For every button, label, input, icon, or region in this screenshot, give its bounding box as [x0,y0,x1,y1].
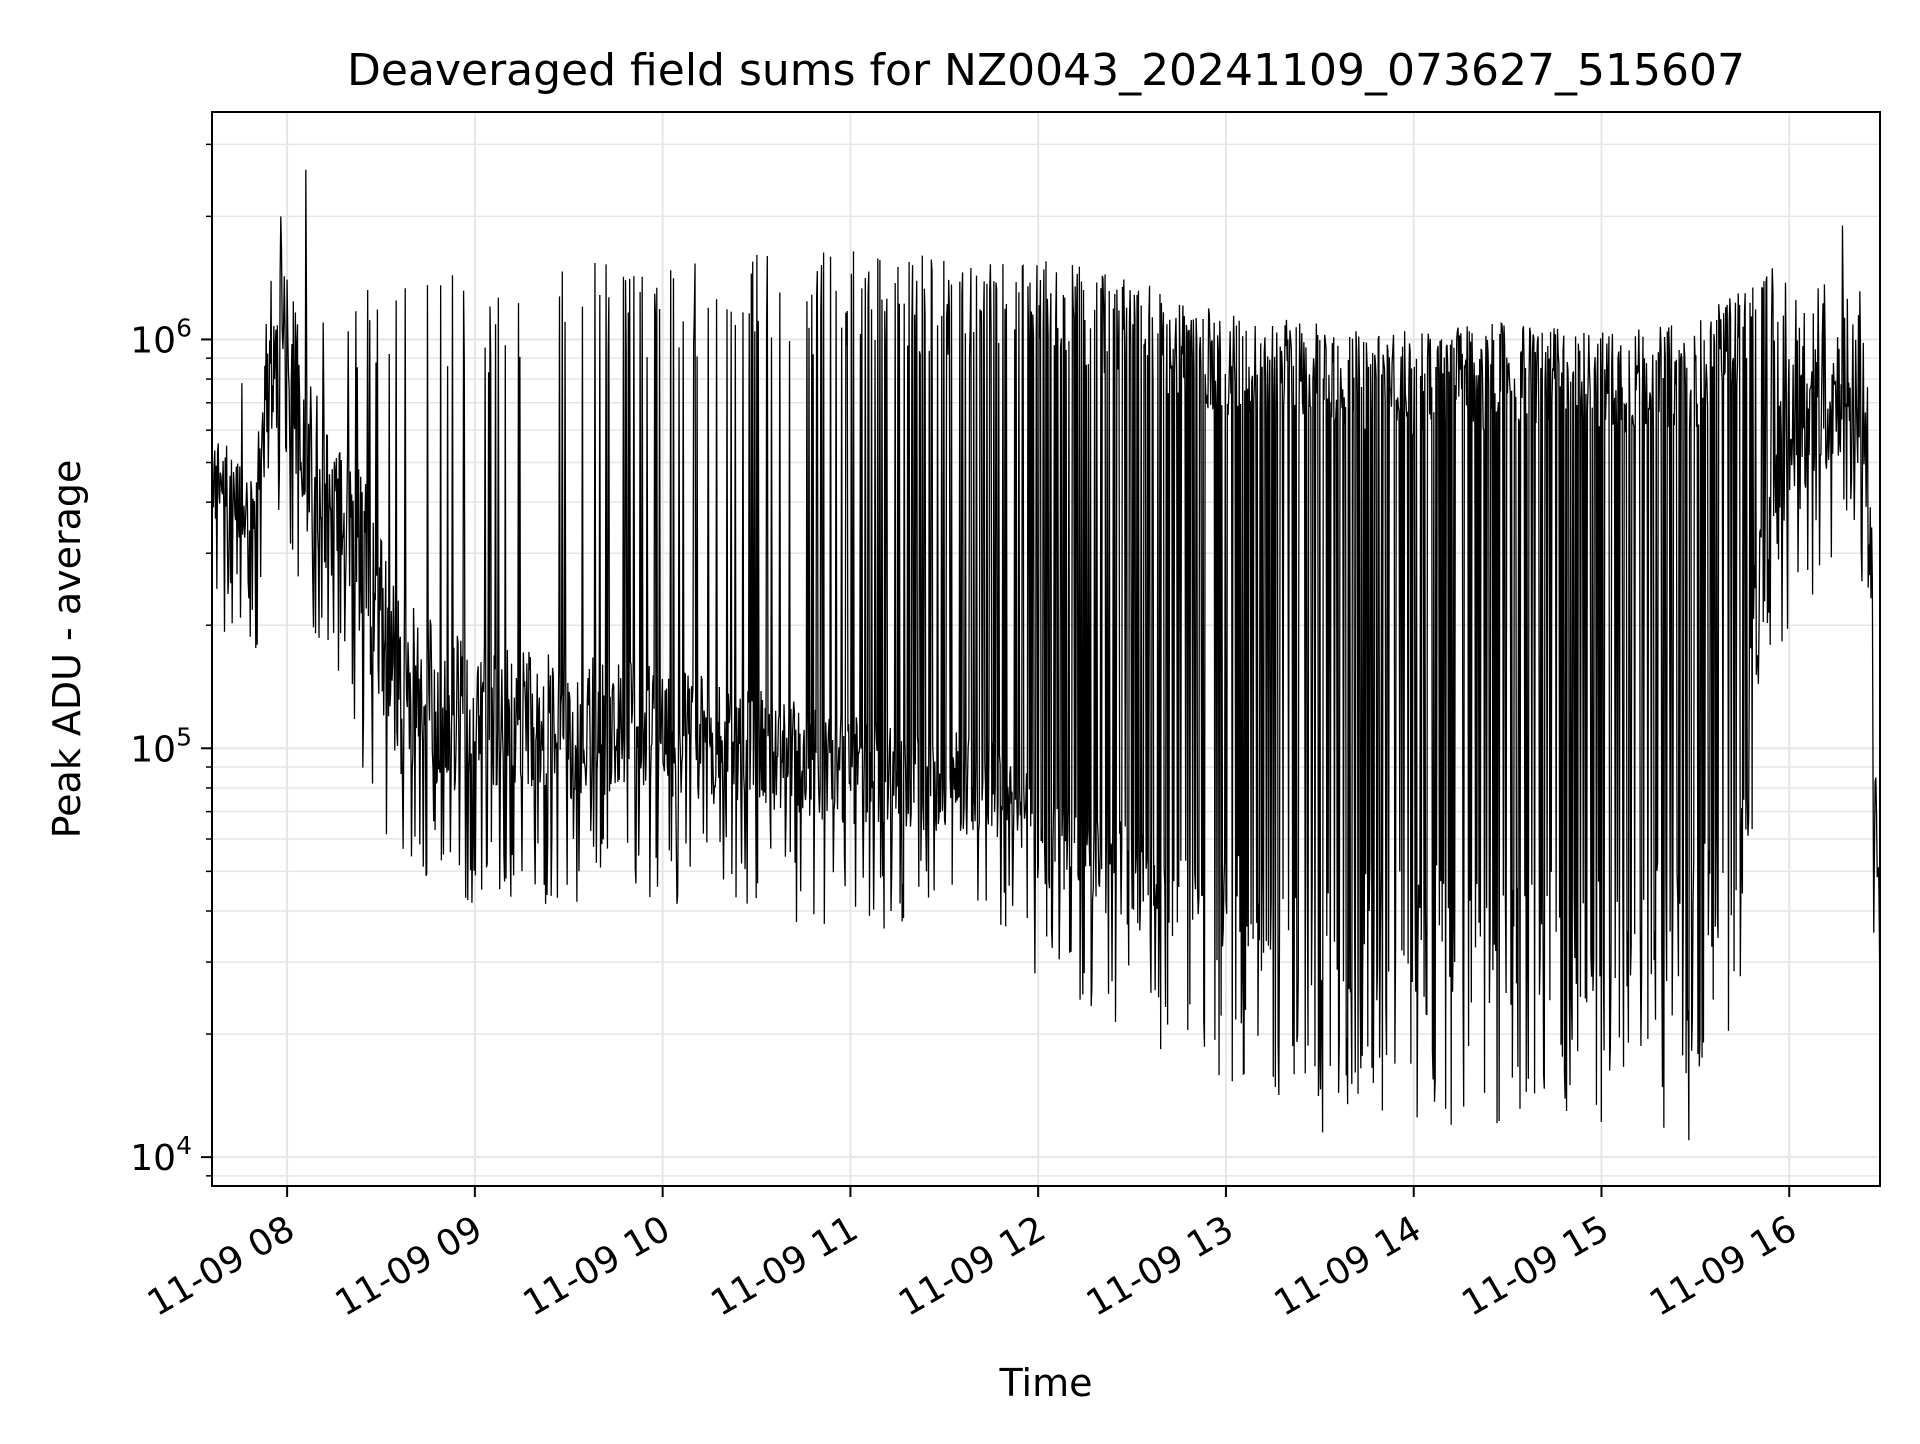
y-tick-label: 104 [130,1131,192,1179]
chart-title: Deaveraged field sums for NZ0043_2024110… [347,45,1745,96]
y-axis-label: Peak ADU - average [45,460,89,839]
data-series [211,169,1881,1141]
y-tick-label: 106 [130,313,192,361]
y-tick-label: 105 [130,722,192,770]
plot-frame [211,111,1881,1187]
series-line [211,169,1881,1141]
x-axis-label: Time [999,1361,1093,1405]
